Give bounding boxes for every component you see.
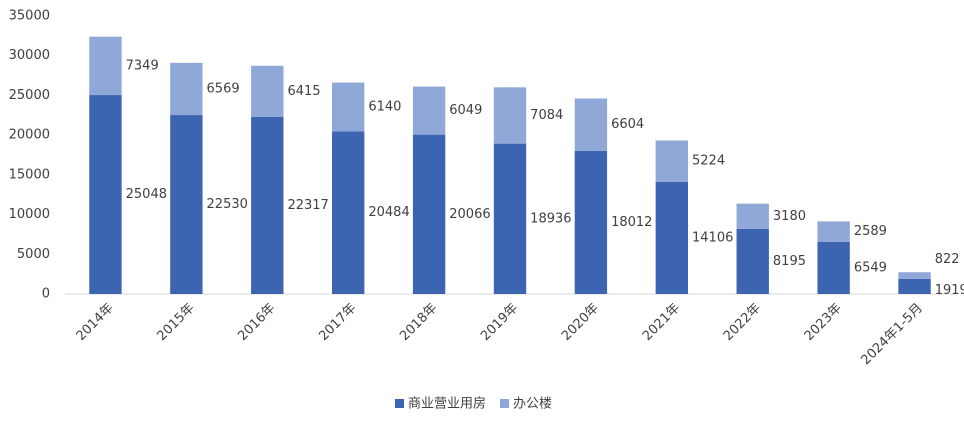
y-tick-label: 5000 <box>17 247 50 262</box>
y-tick-label: 20000 <box>9 128 50 143</box>
value-label: 6415 <box>287 84 320 99</box>
x-tick-group: 2019年 <box>478 301 521 344</box>
x-tick-label: 2020年 <box>559 301 602 344</box>
x-tick-label: 2015年 <box>154 301 197 344</box>
bar-segment <box>736 228 769 294</box>
legend-swatch <box>395 399 404 408</box>
bar-segment <box>332 131 365 294</box>
value-label: 6049 <box>449 103 482 118</box>
x-tick-group: 2021年 <box>640 301 683 344</box>
bar-segment <box>655 140 688 182</box>
bar-segment <box>493 87 527 144</box>
value-label: 3180 <box>773 209 806 224</box>
x-tick-group: 2015年 <box>154 301 197 344</box>
bar-segment <box>574 98 608 151</box>
x-tick-label: 2023年 <box>802 301 845 344</box>
y-tick-label: 10000 <box>9 207 50 222</box>
x-tick-group: 2023年 <box>802 301 845 344</box>
bar-segment <box>817 241 850 294</box>
value-label: 7084 <box>530 108 563 123</box>
x-tick-label: 2018年 <box>397 301 440 344</box>
value-label: 8195 <box>773 254 806 269</box>
bar-segment <box>89 95 122 294</box>
value-label: 6604 <box>611 117 644 132</box>
value-label: 6549 <box>854 260 887 275</box>
x-tick-group: 2022年 <box>721 301 764 344</box>
value-label: 22317 <box>287 198 328 213</box>
bar-segment <box>817 221 850 242</box>
value-label: 2589 <box>854 224 887 239</box>
legend-label: 商业营业用房 <box>408 396 486 412</box>
y-tick-label: 0 <box>42 287 50 302</box>
x-tick-group: 2024年1-5月 <box>858 301 925 368</box>
y-tick-label: 15000 <box>9 167 50 182</box>
bar-segment <box>412 86 446 135</box>
x-tick-label: 2016年 <box>235 301 278 344</box>
value-label: 5224 <box>692 154 725 169</box>
y-tick-label: 30000 <box>9 48 50 63</box>
bar-segment <box>574 150 608 294</box>
y-tick-label: 25000 <box>9 88 50 103</box>
value-label: 6140 <box>368 99 401 114</box>
bar-segment <box>89 36 122 96</box>
value-label: 14106 <box>692 230 733 245</box>
x-tick-group: 2017年 <box>316 301 359 344</box>
x-tick-label: 2019年 <box>478 301 521 344</box>
y-tick-label: 35000 <box>9 9 50 24</box>
legend-label: 办公楼 <box>513 397 552 412</box>
x-tick-group: 2018年 <box>397 301 440 344</box>
value-label: 25048 <box>126 187 167 202</box>
bar-segment <box>736 203 769 229</box>
bar-segment <box>412 134 446 294</box>
bar-segment <box>251 116 284 294</box>
value-label: 18936 <box>530 211 571 226</box>
x-tick-label: 2022年 <box>721 301 764 344</box>
value-label: 7349 <box>126 58 159 73</box>
value-label: 20484 <box>368 205 409 220</box>
x-tick-group: 2020年 <box>559 301 602 344</box>
bar-segment <box>898 272 931 279</box>
value-label: 822 <box>935 252 960 267</box>
bar-segment <box>251 65 284 117</box>
bar-segment <box>655 181 688 294</box>
value-label: 1919 <box>935 283 964 298</box>
x-tick-label: 2017年 <box>316 301 359 344</box>
bar-segment <box>332 82 365 132</box>
x-tick-group: 2014年 <box>74 301 117 344</box>
x-tick-group: 2016年 <box>235 301 278 344</box>
value-label: 22530 <box>207 197 248 212</box>
bar-segment <box>493 143 527 294</box>
x-tick-label: 2014年 <box>74 301 117 344</box>
legend-swatch <box>500 399 510 408</box>
bar-segment <box>898 278 931 294</box>
x-tick-label: 2024年1-5月 <box>858 301 925 368</box>
value-label: 6569 <box>207 81 240 96</box>
value-label: 20066 <box>449 207 490 222</box>
bar-segment <box>170 62 203 116</box>
x-tick-label: 2021年 <box>640 301 683 344</box>
value-label: 18012 <box>611 215 652 230</box>
bar-segment <box>170 115 203 295</box>
